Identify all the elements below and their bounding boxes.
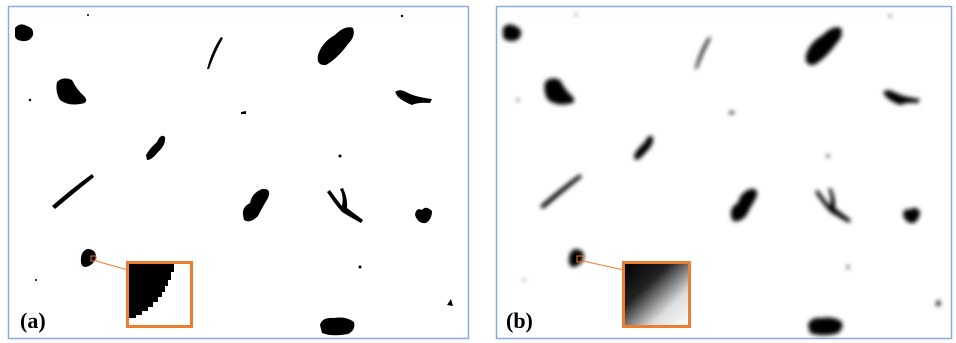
panel-frame <box>497 7 952 339</box>
page: (a) (b) (() => { const data = JSON.parse… <box>0 0 956 343</box>
panel-frame <box>9 7 469 339</box>
figure: (a) (b) <box>0 0 956 343</box>
inset-gradient <box>624 263 690 326</box>
panel-label: (b) <box>506 308 533 333</box>
panel-label: (a) <box>20 308 46 333</box>
